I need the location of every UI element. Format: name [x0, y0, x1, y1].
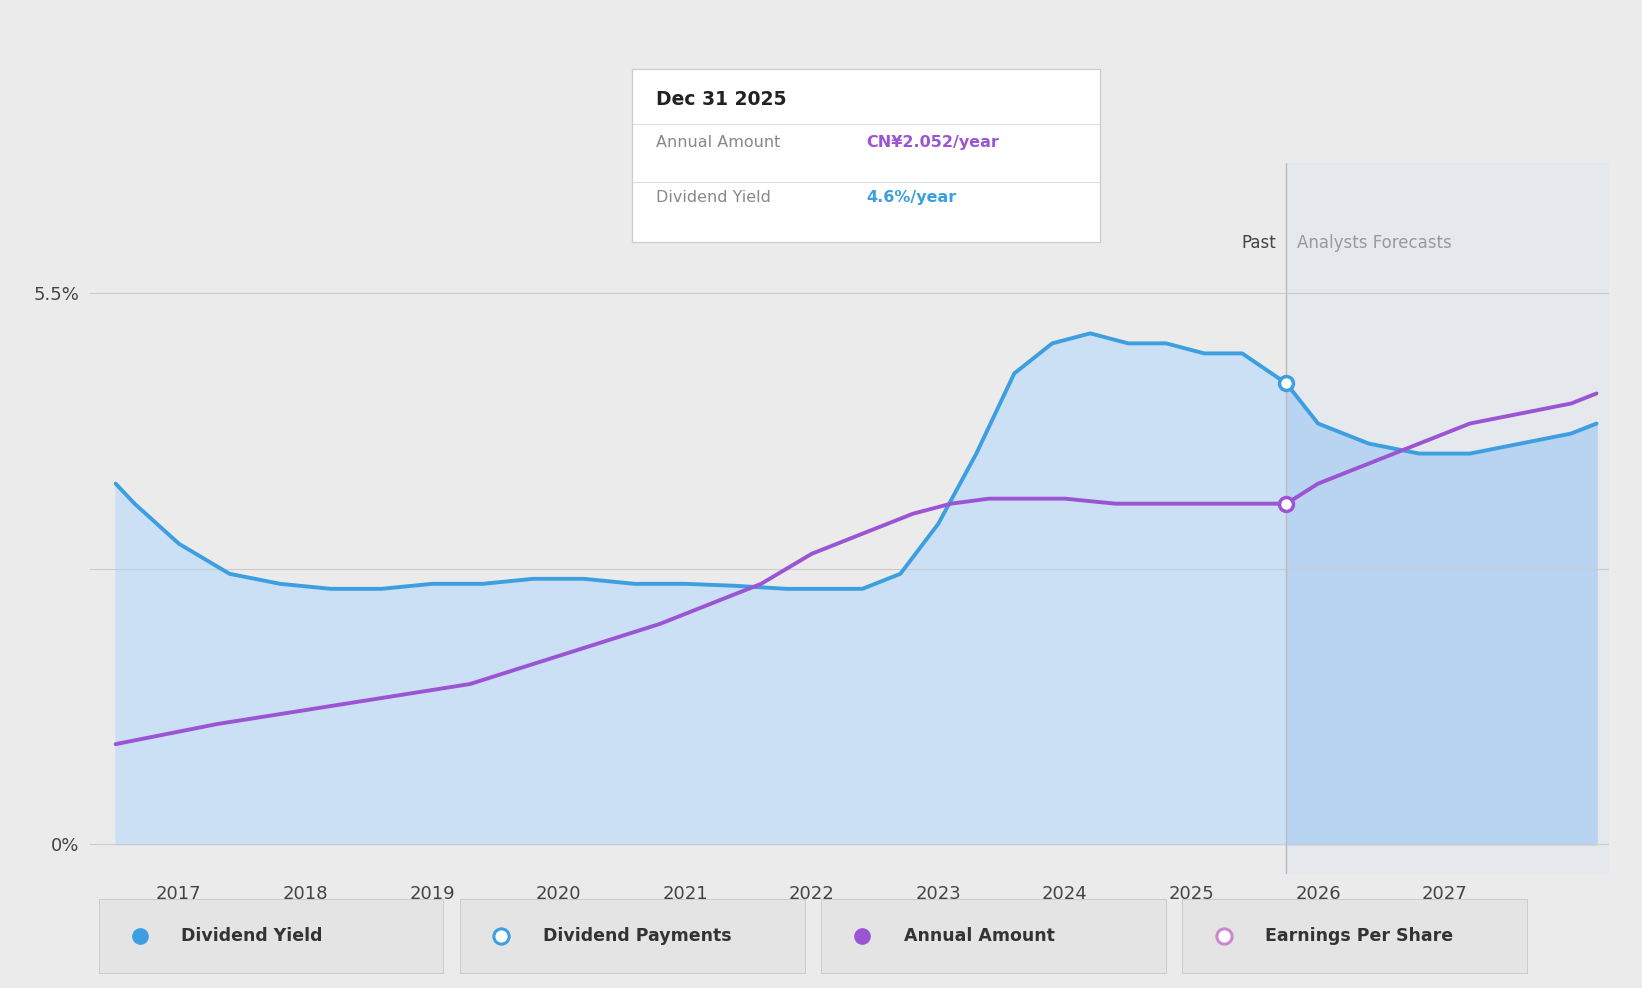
Text: Dec 31 2025: Dec 31 2025 — [655, 90, 787, 109]
Text: Dividend Yield: Dividend Yield — [181, 927, 323, 946]
Bar — [1286, 163, 1609, 874]
Text: Annual Amount: Annual Amount — [903, 927, 1054, 946]
Text: Analysts Forecasts: Analysts Forecasts — [1297, 234, 1452, 252]
Text: Dividend Yield: Dividend Yield — [655, 191, 770, 206]
Text: CN¥2.052/year: CN¥2.052/year — [867, 135, 998, 150]
Text: Annual Amount: Annual Amount — [655, 135, 780, 150]
Text: Past: Past — [1241, 234, 1276, 252]
Text: 4.6%/year: 4.6%/year — [867, 191, 956, 206]
Text: Earnings Per Share: Earnings Per Share — [1264, 927, 1453, 946]
Text: Dividend Payments: Dividend Payments — [542, 927, 731, 946]
